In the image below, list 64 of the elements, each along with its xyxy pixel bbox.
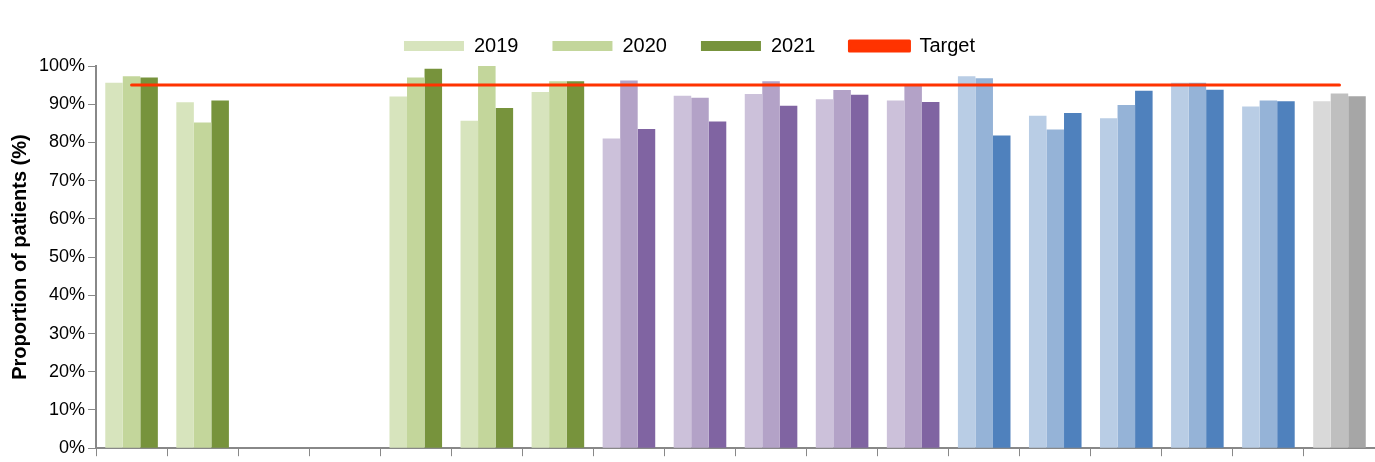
y-tick-label: 20% <box>49 360 86 381</box>
bar <box>1206 89 1224 448</box>
bar <box>1064 113 1082 448</box>
bar <box>673 95 692 448</box>
bar <box>975 78 993 448</box>
bar <box>549 81 567 448</box>
bar <box>407 77 425 448</box>
y-tick-label: 50% <box>49 246 86 267</box>
bar <box>886 100 905 448</box>
bar <box>1100 118 1118 448</box>
legend-label: 2021 <box>770 33 816 56</box>
bar <box>105 82 123 448</box>
legend-label: 2019 <box>473 33 519 56</box>
bar <box>495 108 514 448</box>
bar <box>1117 104 1136 448</box>
bar <box>602 138 621 448</box>
bar <box>815 99 834 448</box>
y-tick-label: 70% <box>49 169 86 190</box>
y-tick-label: 40% <box>49 284 86 305</box>
bar <box>1277 101 1295 448</box>
bar <box>620 80 638 448</box>
bar <box>193 122 212 448</box>
bar <box>691 97 709 448</box>
bar <box>762 81 780 448</box>
bar <box>122 76 141 448</box>
bar <box>389 96 408 448</box>
y-tick-label: 90% <box>49 93 86 114</box>
bar <box>478 66 496 448</box>
bar <box>708 121 727 448</box>
bar <box>460 120 479 448</box>
legend-label: 2020 <box>622 33 667 56</box>
y-tick-label: 0% <box>59 437 86 458</box>
bar <box>566 81 585 448</box>
bar <box>1348 96 1366 448</box>
bar <box>1135 90 1153 448</box>
y-axis-title: Proportion of patients (%) <box>7 134 30 380</box>
bar <box>1242 106 1260 448</box>
bar <box>904 85 922 448</box>
bar <box>1188 82 1207 448</box>
bar <box>176 102 194 448</box>
bar <box>211 100 229 448</box>
bar <box>1028 115 1047 448</box>
legend-label: Target <box>919 33 976 56</box>
bar <box>921 101 940 448</box>
bar <box>531 91 550 448</box>
bar <box>957 76 976 448</box>
bar <box>1330 93 1349 448</box>
y-tick-label: 10% <box>49 398 86 419</box>
y-tick-label: 80% <box>49 131 86 152</box>
bar <box>1313 101 1331 448</box>
bar <box>779 105 798 448</box>
bar <box>1046 129 1065 448</box>
bar <box>992 135 1011 448</box>
bar <box>1171 82 1189 448</box>
y-tick-label: 100% <box>38 54 86 75</box>
bar <box>1259 100 1278 448</box>
y-tick-label: 30% <box>49 322 86 343</box>
bar <box>744 93 763 448</box>
y-tick-label: 60% <box>49 207 86 228</box>
bar <box>833 90 851 448</box>
bar <box>850 94 869 448</box>
bar <box>140 77 158 448</box>
bar <box>637 129 656 448</box>
bar <box>424 68 443 448</box>
